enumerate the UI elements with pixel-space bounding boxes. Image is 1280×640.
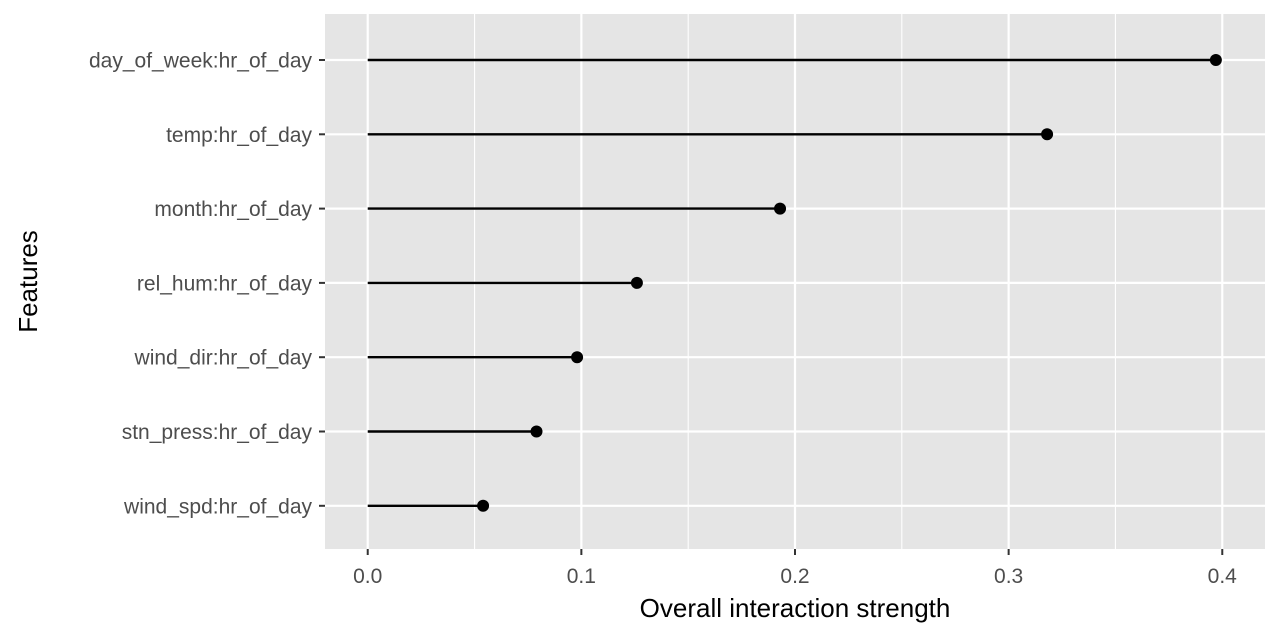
y-tick-label: temp:hr_of_day <box>166 124 312 147</box>
y-tick-label: wind_dir:hr_of_day <box>134 347 313 370</box>
y-tick-label: rel_hum:hr_of_day <box>137 272 313 295</box>
lollipop-point <box>1209 54 1222 66</box>
lollipop-point <box>774 202 787 215</box>
x-tick-label: 0.4 <box>1208 565 1238 588</box>
x-axis-title: Overall interaction strength <box>640 593 951 623</box>
x-tick-label: 0.0 <box>353 565 382 588</box>
lollipop-point <box>477 499 490 512</box>
lollipop-point <box>571 351 584 364</box>
y-tick-label: day_of_week:hr_of_day <box>89 50 312 73</box>
lollipop-point <box>1041 128 1054 141</box>
x-tick-label: 0.1 <box>567 565 596 588</box>
y-tick-label: month:hr_of_day <box>154 198 312 221</box>
lollipop-marks <box>367 54 1222 512</box>
lollipop-point <box>630 276 643 289</box>
y-axis-title: Features <box>13 230 43 333</box>
lollipop-point <box>530 425 543 438</box>
y-tick-label: wind_spd:hr_of_day <box>123 495 312 518</box>
y-tick-label: stn_press:hr_of_day <box>122 421 313 444</box>
x-tick-label: 0.2 <box>780 565 809 588</box>
x-tick-label: 0.3 <box>994 565 1023 588</box>
axes: 0.0 0.1 0.2 0.3 0.4 day_of_week:hr_of_daytemp… <box>89 50 1237 589</box>
